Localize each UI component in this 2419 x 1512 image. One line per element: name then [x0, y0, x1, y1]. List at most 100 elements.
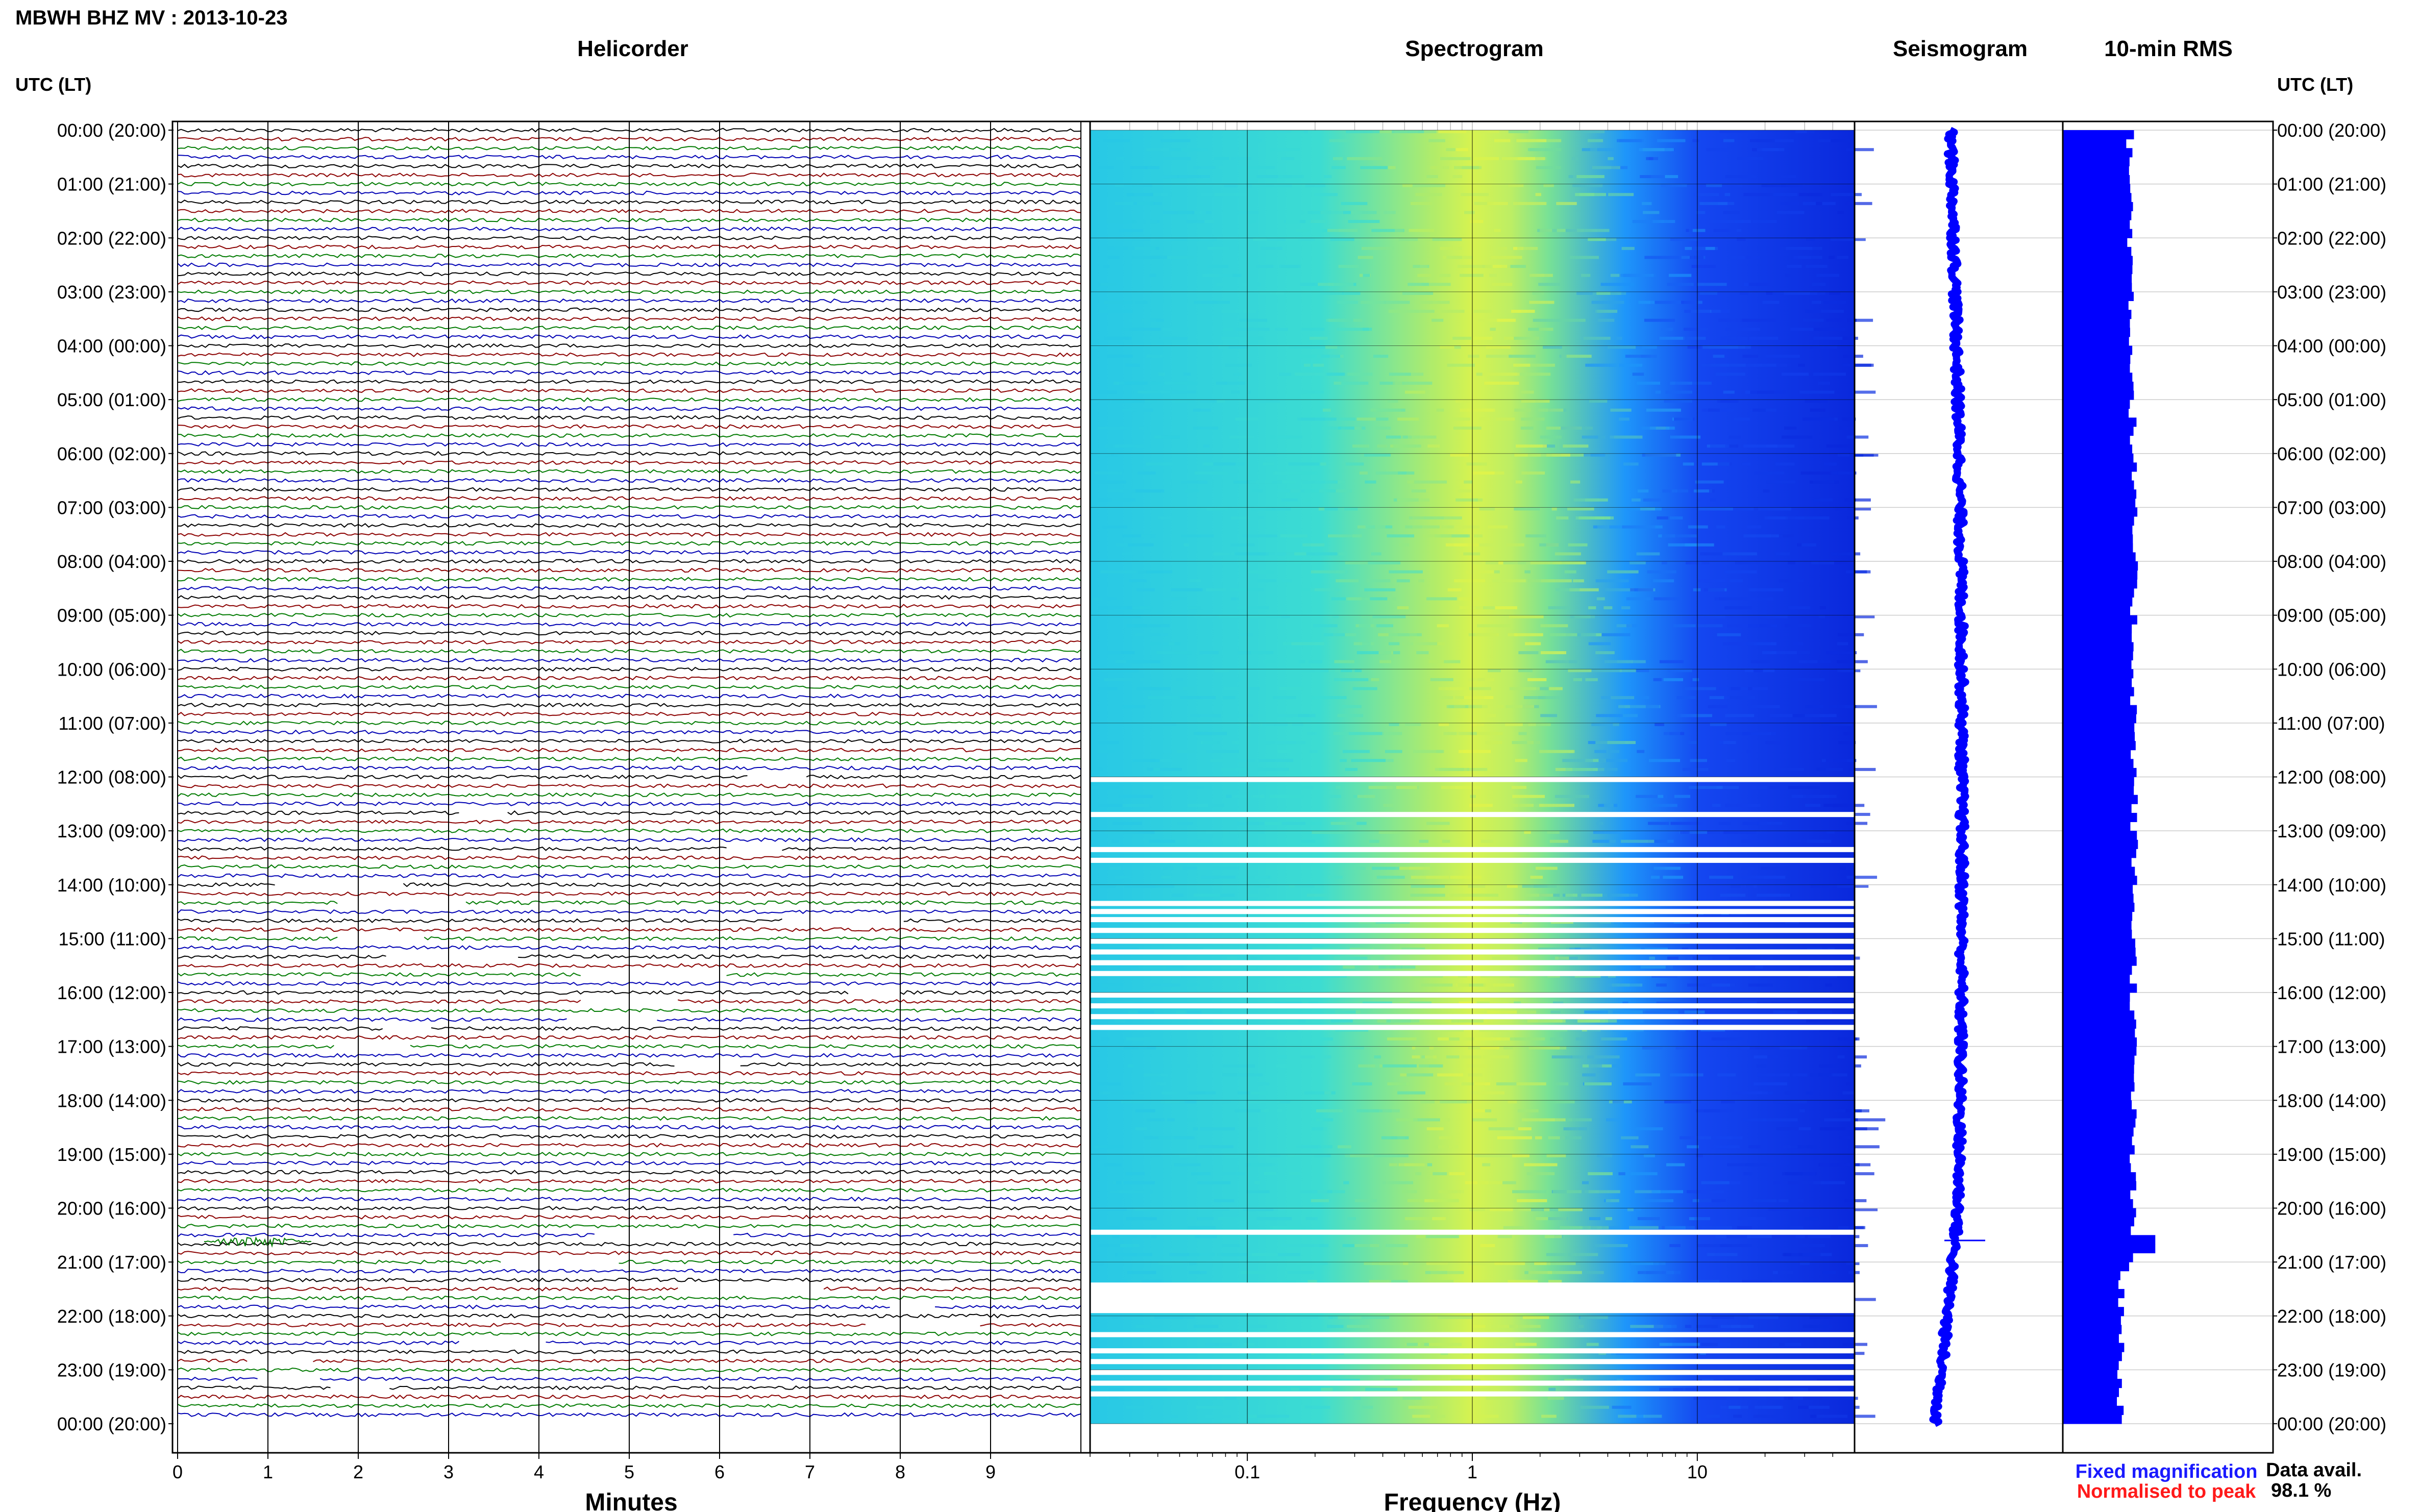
spectrogram-speckle [1142, 220, 1159, 224]
spectrogram-speckle [1291, 642, 1325, 646]
spectrogram-speckle [1749, 336, 1779, 340]
spectrogram-speckle [1638, 301, 1655, 304]
spectrogram-speckle [1582, 130, 1605, 133]
spectrogram-speckle [1810, 884, 1823, 888]
spectrogram-speckle [1573, 175, 1605, 179]
spectrogram-speckle [1601, 1037, 1627, 1041]
spectrogram-speckle [1528, 723, 1536, 726]
spectrogram-speckle [1578, 1325, 1584, 1328]
spectrogram-speckle [1214, 1199, 1235, 1202]
spectrogram-speckle [1279, 265, 1301, 268]
rms-bar [2063, 570, 2138, 580]
spectrogram-speckle [1402, 1397, 1422, 1400]
spectrogram-speckle [1603, 804, 1614, 807]
helicorder-trace [177, 1340, 1081, 1346]
spectrogram-speckle [1122, 804, 1149, 807]
rms-bar [2063, 336, 2129, 346]
time-label-right: 18:00 (14:00) [2277, 1090, 2386, 1111]
spectrogram-speckle [1132, 606, 1153, 610]
spectrogram-speckle [1688, 381, 1712, 385]
spectrogram-speckle [1661, 328, 1673, 331]
spectrogram-speckle [1342, 291, 1361, 295]
time-label-right: 11:00 (07:00) [2277, 713, 2385, 734]
spectrogram-speckle [1510, 1037, 1545, 1041]
spectrogram-speckle [1785, 624, 1812, 628]
spectrogram-speckle [1826, 831, 1835, 834]
spectrogram-speckle [1323, 1055, 1331, 1059]
spectrogram-speckle [1397, 606, 1409, 610]
spectrogram-speckle [1665, 390, 1693, 394]
spectrogram-speckle [1263, 462, 1274, 466]
spectrogram-speckle [1396, 786, 1417, 789]
spectrogram-speckle [1258, 822, 1282, 825]
spectrogram-speckle [1788, 561, 1796, 564]
spectrogram-speckle [1682, 767, 1709, 771]
spectrogram-speckle [1304, 1091, 1336, 1095]
spectrogram-speckle [1249, 480, 1277, 484]
spectrogram-speckle [1757, 1073, 1790, 1077]
spectrogram-speckle [1169, 148, 1182, 152]
spectrogram-speckle [1108, 651, 1135, 655]
spectrogram-speckle [1115, 246, 1135, 250]
spectrogram-speckle [1825, 759, 1847, 762]
spectrogram-speckle [1204, 732, 1227, 735]
spectrogram-speckle [1517, 1208, 1542, 1211]
spectrogram-speckle [1653, 678, 1662, 681]
spectrogram-speckle [1831, 139, 1852, 142]
spectrogram-speckle [1701, 1226, 1732, 1229]
spectrogram-speckle [1203, 444, 1210, 448]
spectrogram-speckle [1724, 193, 1731, 196]
spectrogram-speckle [1608, 157, 1614, 160]
spectrogram-speckle [1311, 696, 1347, 700]
spectrogram-speckle [1201, 876, 1236, 879]
spectrogram-speckle [1748, 1316, 1779, 1319]
rms-bar [2063, 363, 2130, 373]
spectrogram-speckle [1600, 1019, 1617, 1023]
spectrogram-speckle [1491, 283, 1513, 286]
spectrogram-gap [1090, 1003, 1855, 1009]
spectrogram-speckle [1146, 355, 1163, 358]
time-label-right: 22:00 (18:00) [2277, 1306, 2386, 1327]
spectrogram-speckle [1837, 471, 1849, 475]
spectrogram-speckle [1592, 839, 1610, 843]
rms-bar [2063, 1145, 2135, 1155]
spectrogram-speckle [1486, 184, 1492, 187]
helicorder-title: Helicorder [577, 36, 688, 61]
spectrogram-speckle [1376, 624, 1393, 628]
spectrogram-speckle [1619, 669, 1636, 673]
spectrogram-speckle [1465, 1181, 1489, 1184]
spectrogram-speckle [1775, 552, 1790, 556]
spectrogram-speckle [1378, 965, 1402, 969]
spectrogram-speckle [1468, 355, 1479, 358]
time-label-left: 23:00 (19:00) [57, 1359, 166, 1380]
spectrogram-speckle [1722, 552, 1757, 556]
spectrogram-speckle [1693, 489, 1712, 493]
spectrogram-speckle [1659, 1387, 1686, 1391]
spectrogram-speckle [1397, 498, 1429, 502]
spectrogram-speckle [1699, 291, 1718, 295]
spectrogram-speckle [1587, 139, 1603, 142]
spectrogram-speckle [1813, 1181, 1845, 1184]
spectrogram-speckle [1130, 166, 1148, 169]
spectrogram-speckle [1247, 220, 1256, 224]
minute-tick-label: 4 [534, 1461, 544, 1482]
spectrogram-speckle [1289, 1172, 1300, 1176]
spectrogram-speckle [1819, 1064, 1839, 1068]
spectrogram-speckle [1389, 1280, 1408, 1283]
spectrogram-speckle [1550, 1028, 1568, 1032]
spectrogram-speckle [1439, 1136, 1454, 1139]
spectrogram-speckle [1543, 345, 1562, 349]
spectrogram-speckle [1280, 1100, 1291, 1104]
spectrogram-speckle [1112, 839, 1119, 843]
spectrogram-speckle [1477, 624, 1511, 628]
spectrogram-speckle [1438, 130, 1467, 133]
spectrogram-speckle [1635, 1073, 1660, 1077]
spectrogram-speckle [1474, 1109, 1490, 1112]
spectrogram-speckle [1538, 408, 1564, 412]
spectrogram-speckle [1206, 588, 1226, 591]
spectrogram-speckle [1588, 669, 1622, 673]
spectrogram-speckle [1378, 651, 1393, 655]
spectrogram-speckle [1674, 795, 1690, 798]
spectrogram-speckle [1323, 795, 1341, 798]
spectrogram-speckle [1727, 1163, 1754, 1167]
